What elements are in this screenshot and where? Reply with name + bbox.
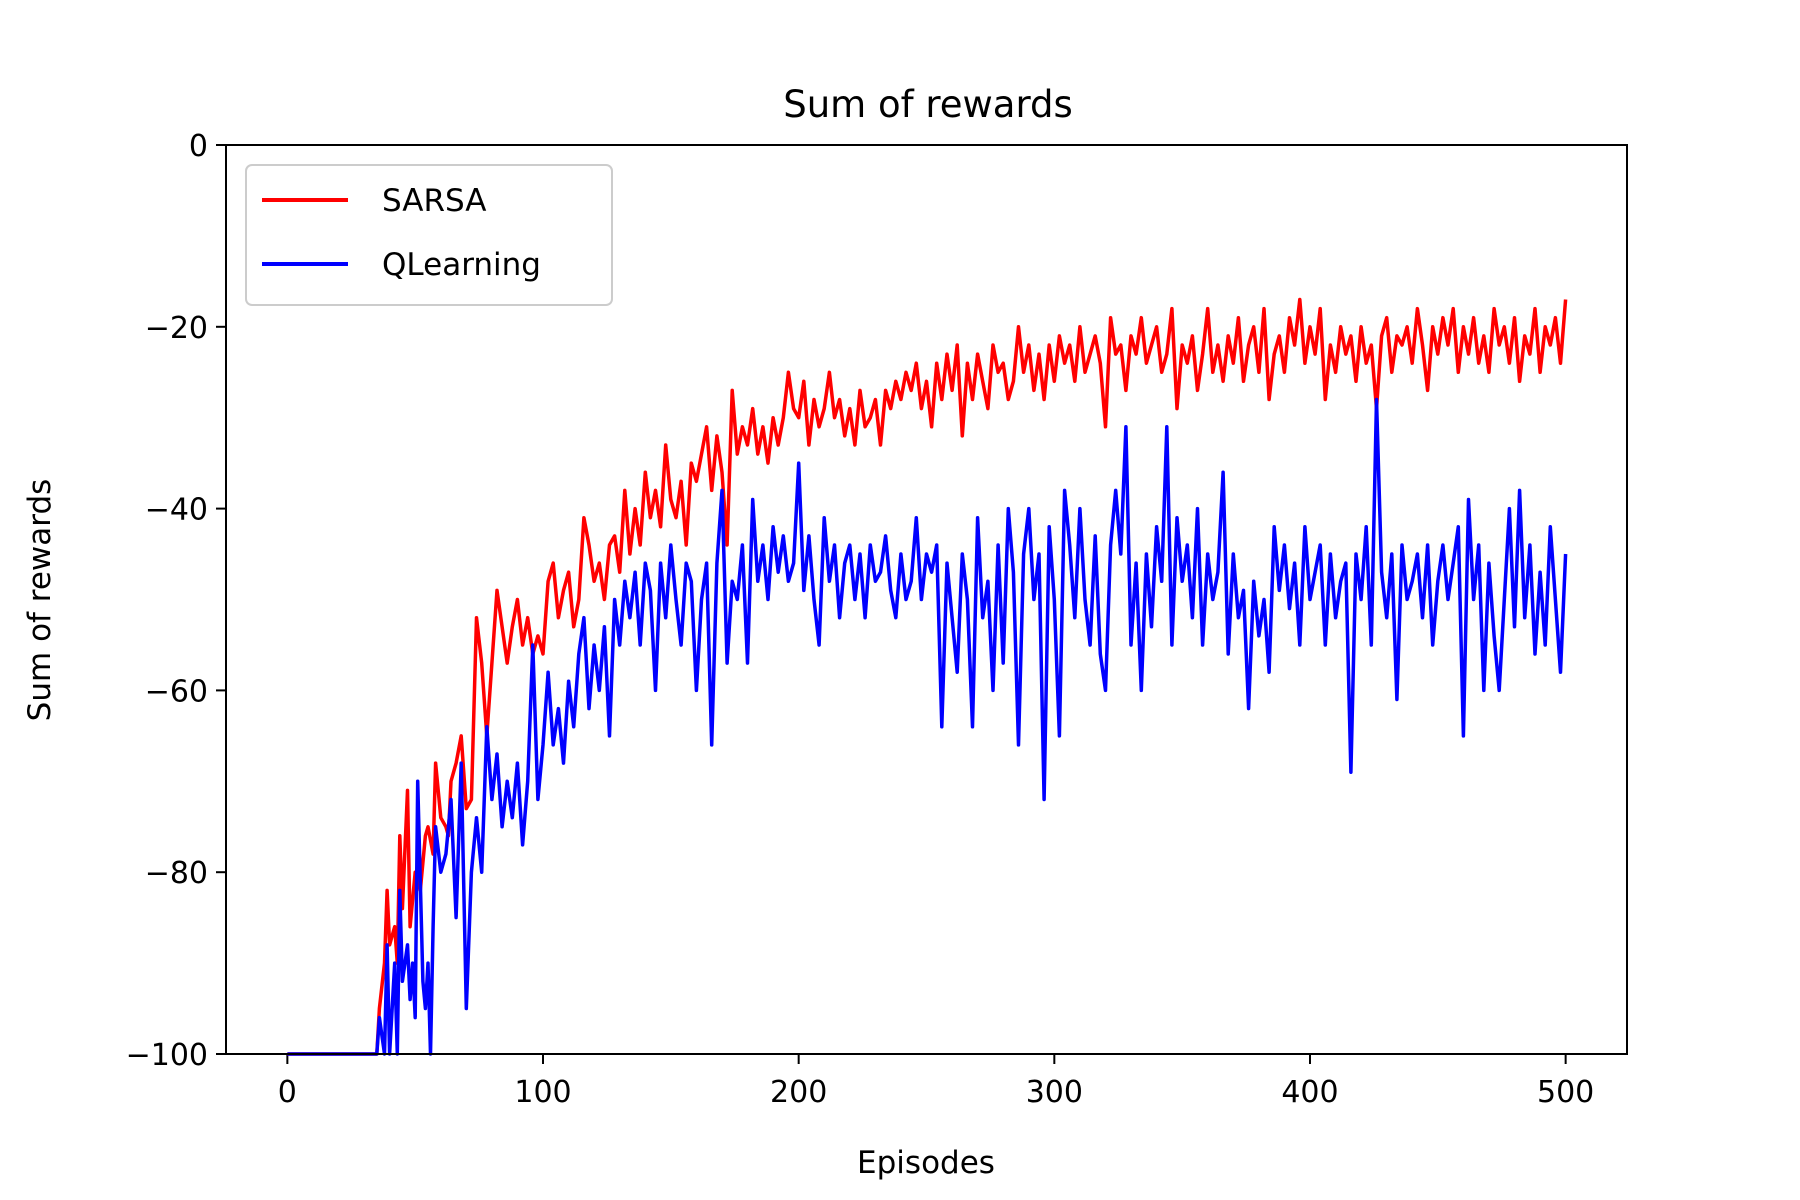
- legend: SARSA QLearning: [245, 164, 613, 306]
- y-tick-label: −40: [145, 493, 208, 528]
- y-axis-ticks: 0 −20 −40 −60 −80 −100: [126, 129, 226, 1073]
- x-tick-label: 200: [770, 1075, 827, 1110]
- x-axis-label: Episodes: [857, 1145, 995, 1181]
- legend-label-sarsa: SARSA: [382, 183, 486, 219]
- x-tick-label: 100: [514, 1075, 571, 1110]
- y-tick-label: −20: [145, 311, 208, 346]
- y-tick-label: −60: [145, 674, 208, 709]
- x-tick-label: 400: [1281, 1075, 1338, 1110]
- plot-series: [287, 297, 1568, 1056]
- qlearning-series-line: [287, 397, 1568, 1056]
- y-axis-label: Sum of rewards: [22, 479, 58, 722]
- chart-title: Sum of rewards: [783, 83, 1073, 126]
- x-tick-label: 0: [278, 1075, 297, 1110]
- plot-frame: [225, 144, 1628, 1055]
- x-axis-ticks: 0 100 200 300 400 500: [278, 1054, 1594, 1110]
- sarsa-series-line: [287, 297, 1568, 1056]
- y-tick-label: −100: [126, 1038, 208, 1073]
- x-tick-label: 300: [1026, 1075, 1083, 1110]
- y-tick-label: 0: [189, 129, 208, 164]
- legend-label-qlearning: QLearning: [382, 247, 541, 283]
- y-tick-label: −80: [145, 856, 208, 891]
- x-tick-label: 500: [1537, 1075, 1594, 1110]
